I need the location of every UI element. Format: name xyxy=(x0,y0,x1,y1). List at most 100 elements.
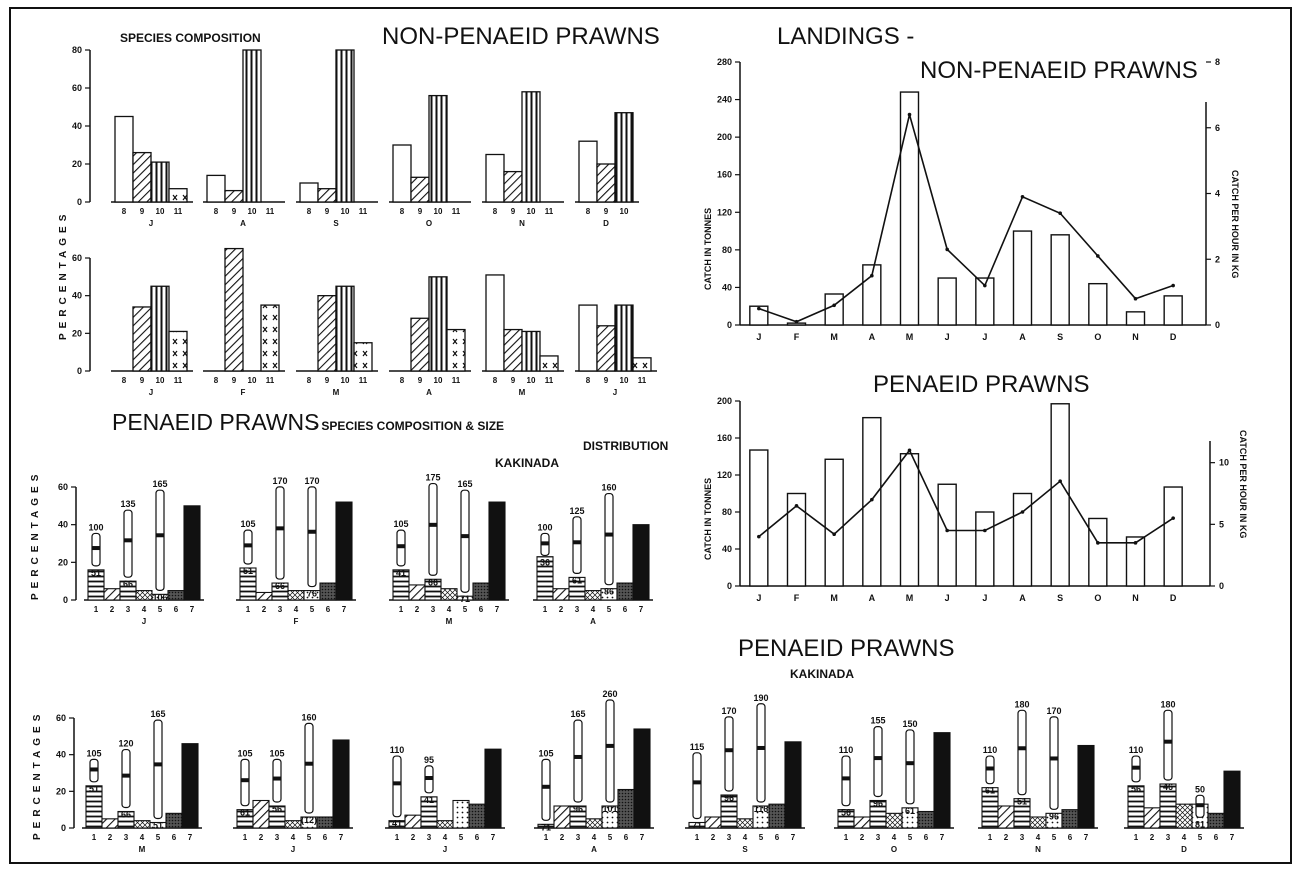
landings-bar xyxy=(862,416,882,587)
category-tick-label: 5 xyxy=(608,833,613,842)
category-tick-label: 5 xyxy=(607,605,612,614)
x-tick-label: O xyxy=(1094,593,1101,603)
landings-bar xyxy=(975,511,995,587)
species-bar xyxy=(224,247,244,372)
landings_penaeid-left-y-tick-label: 0 xyxy=(727,581,732,591)
category-tick-label: 11 xyxy=(359,376,368,385)
size-max-label: 110 xyxy=(390,745,405,755)
title-landings: LANDINGS - xyxy=(777,23,914,50)
size-max-label: 160 xyxy=(601,483,616,493)
category-tick-label: 6 xyxy=(1068,833,1073,842)
landings_non_penaeid-left-y-tick-label: 200 xyxy=(717,132,732,142)
catch-per-hour-point xyxy=(1020,194,1025,199)
size-mean-marker xyxy=(397,544,405,549)
month-label: J xyxy=(291,845,295,854)
category-tick-label: 3 xyxy=(124,833,129,842)
landings_non_penaeid-left-y-tick-label: 240 xyxy=(717,95,732,105)
size-mean-marker xyxy=(154,762,162,767)
category-tick-label: 6 xyxy=(475,833,480,842)
size-max-label: 105 xyxy=(240,519,255,529)
month-label: S xyxy=(333,219,339,228)
landings-bar xyxy=(749,449,769,587)
catch-per-hour-point xyxy=(1020,510,1025,514)
size-max-label: 190 xyxy=(753,693,768,703)
category-tick-label: 10 xyxy=(248,376,257,385)
category-tick-label: 2 xyxy=(411,833,416,842)
category-tick-label: 2 xyxy=(1004,833,1009,842)
category-tick-label: 8 xyxy=(122,207,127,216)
size-min-label: 66 xyxy=(121,810,131,820)
ylabel-landings-penaeid: CATCH IN TONNES xyxy=(703,478,713,560)
species-bar xyxy=(596,163,616,203)
species-bar xyxy=(392,144,412,203)
landings_non_penaeid-left-y-tick-label: 120 xyxy=(717,207,732,217)
size-min-label: 51 xyxy=(153,821,163,831)
size-min-label: 66 xyxy=(275,581,285,591)
size-max-label: 180 xyxy=(1014,699,1029,709)
category-tick-label: 1 xyxy=(543,605,548,614)
penaeid-bar xyxy=(452,799,470,829)
category-tick-label: 9 xyxy=(325,207,330,216)
landings_non_penaeid-left-y-tick-label: 160 xyxy=(717,170,732,180)
category-tick-label: 1 xyxy=(844,833,849,842)
np_species_row2-y-tick-label: 0 xyxy=(77,366,82,376)
species-bar xyxy=(614,304,634,372)
species-bar xyxy=(521,91,541,203)
category-tick-label: 8 xyxy=(493,376,498,385)
label-kakinada-bottom: KAKINADA xyxy=(790,667,854,681)
species-bar xyxy=(168,330,188,372)
penaeid-bar xyxy=(408,584,426,601)
landings-bar xyxy=(1012,230,1033,326)
size-mean-marker xyxy=(1164,739,1172,744)
size-max-label: 175 xyxy=(425,473,440,483)
x-tick-label: A xyxy=(869,332,876,342)
size-max-label: 180 xyxy=(1160,699,1175,709)
size-max-label: 125 xyxy=(569,506,584,516)
np_species_row1: 0 20 40 60 80 8 9 10 11 J 8 9 10 11 A 8 9 10 11 S 8 9 10 11 O 8 9 1… xyxy=(72,45,639,228)
size-mean-marker xyxy=(1018,746,1026,751)
month-label: N xyxy=(519,219,525,228)
x-tick-label: A xyxy=(1019,332,1026,342)
title-non-penaeid-prawns: NON-PENAEID PRAWNS xyxy=(382,23,660,50)
month-label: O xyxy=(891,845,897,854)
category-tick-label: 4 xyxy=(892,833,897,842)
size-mean-marker xyxy=(906,761,914,766)
size-mean-marker xyxy=(1132,765,1140,770)
species-bar xyxy=(632,357,652,372)
species-bar xyxy=(299,182,319,203)
size-range-box xyxy=(155,489,165,591)
penaeid-bar xyxy=(1013,798,1031,829)
species-bar xyxy=(114,115,134,203)
penaeid-bar xyxy=(335,501,353,601)
ylabel-penaeid-bottom: PERCENTAGES xyxy=(32,710,43,840)
month-label: J xyxy=(142,617,146,626)
category-tick-label: 6 xyxy=(174,605,179,614)
category-tick-label: 10 xyxy=(434,207,443,216)
category-tick-label: 4 xyxy=(1036,833,1041,842)
species-bar xyxy=(539,355,559,372)
species-bar xyxy=(353,342,373,372)
size-max-label: 170 xyxy=(721,706,736,716)
size-max-label: 105 xyxy=(86,748,101,758)
size-max-label: 105 xyxy=(237,748,252,758)
x-tick-label: S xyxy=(1057,332,1063,342)
penaeid-bar xyxy=(87,569,105,601)
landings-bar xyxy=(1125,536,1146,587)
x-tick-label: F xyxy=(794,593,800,603)
landings-bar xyxy=(1050,403,1070,587)
species-bar xyxy=(410,317,430,372)
month-label: M xyxy=(519,388,526,397)
size-min-label: 81 xyxy=(1195,819,1205,829)
size-mean-marker xyxy=(92,546,100,551)
size-range-box xyxy=(307,486,317,588)
landings_penaeid-right-tick-label: 10 xyxy=(1219,458,1229,468)
category-tick-label: 4 xyxy=(142,605,147,614)
category-tick-label: 8 xyxy=(214,376,219,385)
penaeid-bar xyxy=(997,805,1015,829)
category-tick-label: 7 xyxy=(1084,833,1089,842)
landings_penaeid: 0 40 80 120 160 200 0 5 10 J F M A M J J A S O N D xyxy=(717,396,1229,603)
size-min-label: 106 xyxy=(152,592,167,602)
penaeid-bar xyxy=(568,576,586,601)
size-max-label: 105 xyxy=(538,748,553,758)
